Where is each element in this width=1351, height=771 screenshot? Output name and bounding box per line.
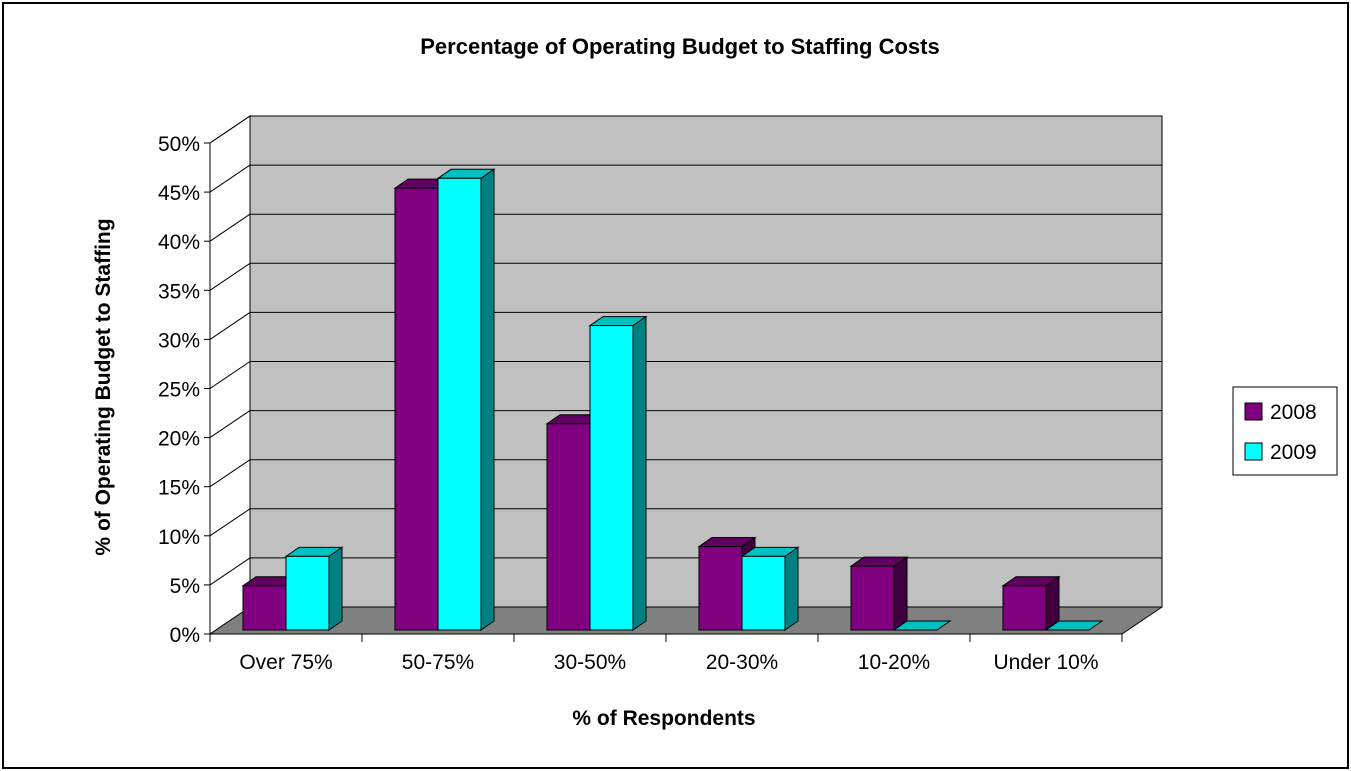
bars	[241, 168, 1104, 631]
bar-2009-10-20%	[892, 620, 952, 631]
y-tick-label: 30%	[158, 329, 200, 352]
bar-2009-Under 10%	[1044, 620, 1104, 631]
bar-2008-10-20%	[849, 556, 909, 631]
y-tick-label: 15%	[158, 477, 200, 500]
gridline-side	[209, 115, 251, 144]
gridline-side	[209, 311, 251, 340]
y-tick-label: 0%	[170, 624, 200, 647]
legend-swatch-2009	[1244, 442, 1263, 461]
y-tick-label: 35%	[158, 280, 200, 303]
y-tick-label: 40%	[158, 231, 200, 254]
y-tick-label: 5%	[170, 575, 200, 598]
x-tick-label: 10-20%	[858, 651, 930, 674]
bar-2009-50-75%	[436, 168, 496, 631]
x-tick-label: 20-30%	[706, 651, 778, 674]
floor-edge	[1121, 606, 1163, 635]
bar-2009-20-30%	[740, 546, 800, 631]
gridline-side	[209, 262, 251, 291]
y-tick-label: 50%	[158, 133, 200, 156]
gridline-side	[209, 459, 251, 488]
bar-2008-Under 10%	[1001, 575, 1061, 631]
gridline-side	[209, 361, 251, 389]
x-tick-label: Under 10%	[993, 651, 1098, 674]
y-tick-label: 25%	[158, 379, 200, 402]
y-tick-label: 20%	[158, 428, 200, 451]
gridline-side	[209, 557, 251, 586]
x-axis-title: % of Respondents	[572, 707, 755, 730]
gridline-side	[209, 508, 251, 537]
gridline-side	[209, 410, 251, 439]
legend: 2008 2009	[1232, 386, 1338, 476]
y-axis-title: % of Operating Budget to Staffing	[92, 218, 115, 555]
gridline-side	[209, 164, 251, 193]
x-tick-label: Over 75%	[239, 651, 332, 674]
legend-label-2008: 2008	[1270, 401, 1317, 424]
legend-label-2009: 2009	[1270, 441, 1317, 464]
gridline-side	[209, 213, 251, 242]
bar-2009-30-50%	[588, 315, 648, 631]
y-tick-label: 10%	[158, 526, 200, 549]
bar-2009-Over 75%	[284, 546, 344, 631]
chart-title: Percentage of Operating Budget to Staffi…	[420, 34, 939, 59]
legend-swatch-2008	[1244, 402, 1263, 421]
x-tick-label: 50-75%	[402, 651, 474, 674]
y-tick-label: 45%	[158, 182, 200, 205]
x-tick-label: 30-50%	[554, 651, 626, 674]
